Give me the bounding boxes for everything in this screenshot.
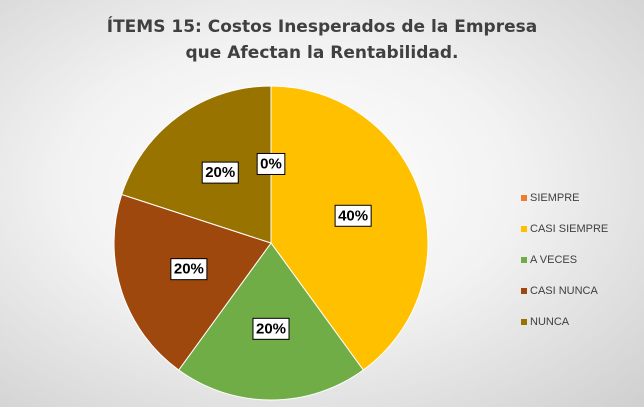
data-label-text: 40% [338, 207, 368, 224]
legend-swatch [521, 195, 527, 201]
data-label: 20% [170, 258, 208, 281]
data-label-box [256, 152, 286, 175]
legend-swatch [521, 257, 527, 263]
legend-label: CASI SIEMPRE [530, 223, 608, 235]
data-label-box [170, 258, 208, 281]
data-label: 20% [252, 317, 290, 340]
data-label-text: 0% [260, 155, 282, 172]
legend-label: SIEMPRE [530, 192, 580, 204]
data-label-text: 20% [205, 164, 235, 181]
data-label-box [201, 161, 239, 184]
data-label-box [334, 204, 372, 227]
data-label-box [252, 317, 290, 340]
pie-slice [113, 193, 272, 371]
data-label-text: 20% [174, 261, 204, 278]
data-label: 40% [334, 204, 372, 227]
legend-label: NUNCA [530, 316, 570, 328]
chart-title: ÍTEMS 15: Costos Inesperados de la Empre… [106, 17, 538, 63]
legend-swatch [521, 288, 527, 294]
data-label: 0% [256, 152, 286, 175]
legend-label: CASI NUNCA [530, 285, 599, 297]
data-label: 20% [201, 161, 239, 184]
data-label-text: 20% [256, 320, 286, 337]
legend-swatch [521, 226, 527, 232]
pie-slice [270, 85, 429, 371]
legend-swatch [521, 319, 527, 325]
pie-slice [121, 85, 272, 244]
legend-label: A VECES [530, 254, 577, 266]
